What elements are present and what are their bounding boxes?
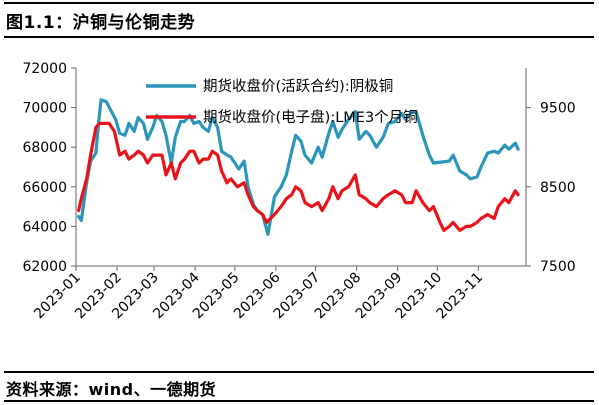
y-left-tick-label: 66000 bbox=[22, 180, 67, 196]
series-line-lme-copper bbox=[77, 121, 520, 232]
y-left-tick-label: 62000 bbox=[22, 259, 67, 275]
bottom-rule bbox=[4, 400, 594, 402]
source-rule bbox=[4, 371, 594, 373]
y-left-tick-label: 68000 bbox=[22, 140, 67, 156]
y-left-tick-label: 64000 bbox=[22, 219, 67, 235]
y-right-tick-label: 8500 bbox=[540, 180, 576, 196]
title-underline bbox=[4, 36, 594, 38]
legend-label-shfe-copper: 期货收盘价(活跃合约):阴极铜 bbox=[203, 77, 393, 95]
line-chart: 62000 64000 66000 68000 70000 72000 7500 8500 95… bbox=[22, 61, 576, 322]
source-note: 资料来源：wind、一德期货 bbox=[6, 380, 217, 399]
y-left-tick-label: 72000 bbox=[22, 61, 67, 77]
y-right-tick-label: 9500 bbox=[540, 101, 576, 117]
y-right-tick-label: 7500 bbox=[540, 259, 576, 275]
figure-title: 图1.1：沪铜与伦铜走势 bbox=[6, 13, 196, 33]
series-line-shfe-copper bbox=[77, 98, 520, 236]
legend-label-lme-copper: 期货收盘价(电子盘):LME3个月铜 bbox=[203, 108, 418, 126]
y-left-tick-label: 70000 bbox=[22, 101, 67, 117]
title-rule bbox=[4, 2, 594, 4]
